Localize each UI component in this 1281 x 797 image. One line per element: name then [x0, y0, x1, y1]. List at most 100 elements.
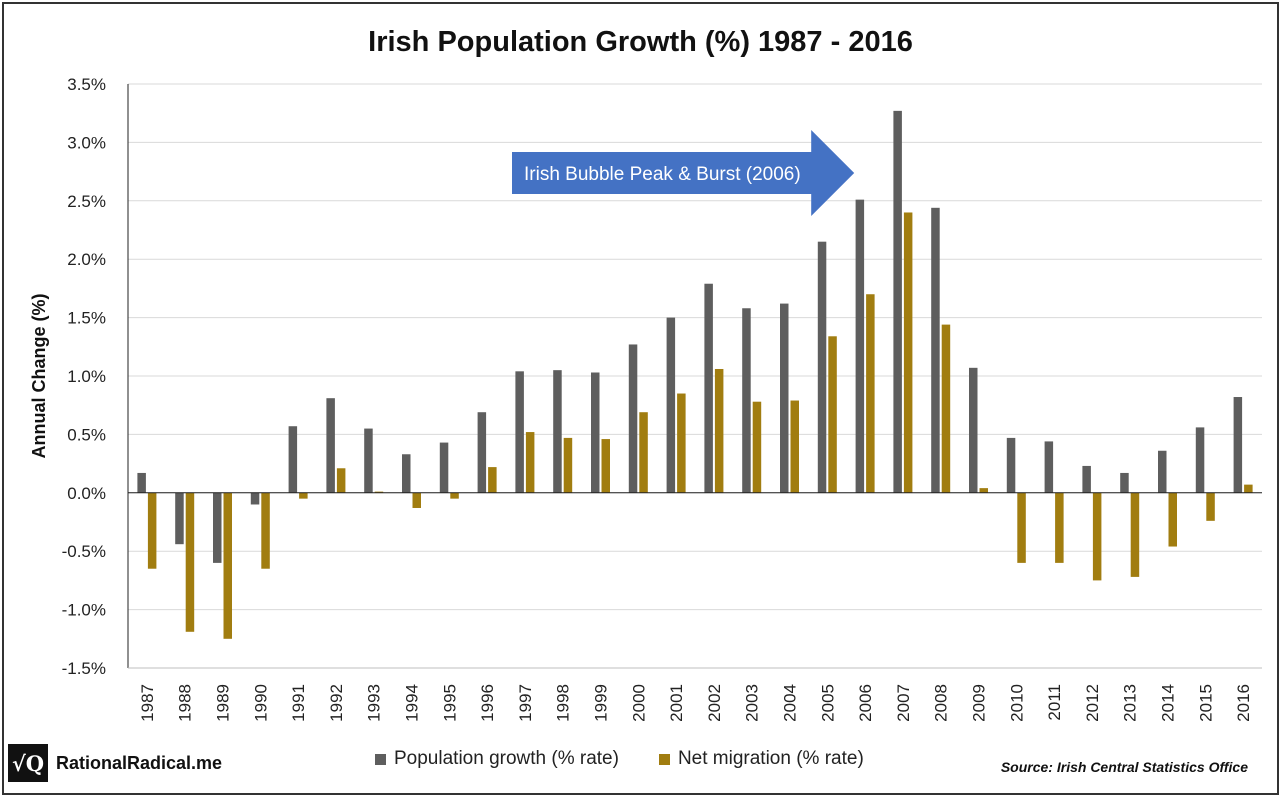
population-bar-1989 [213, 492, 222, 563]
x-tick-label: 1996 [478, 684, 497, 722]
annotations: Irish Bubble Peak & Burst (2006) [512, 130, 855, 216]
y-tick-label: 2.0% [67, 250, 106, 269]
y-tick-label: 2.5% [67, 192, 106, 211]
brand-name: RationalRadical.me [56, 752, 223, 773]
population-bar-2015 [1195, 427, 1205, 493]
x-axis-ticks: 1987 1988 1989 1990 1991 1992 1993 1994 1995 1996… [138, 684, 1253, 722]
population-bar-1991 [288, 426, 298, 493]
bars [137, 110, 1253, 639]
x-tick-label: 2008 [932, 684, 951, 722]
migration-bar-2010 [1017, 492, 1026, 563]
population-bar-1993 [364, 428, 373, 493]
x-tick-label: 2000 [629, 684, 648, 722]
y-tick-label: 0.0% [67, 484, 106, 503]
migration-bar-1995 [450, 492, 459, 499]
x-tick-label: 2010 [1007, 684, 1026, 722]
migration-bar-2002 [714, 368, 724, 493]
population-bar-1994 [402, 454, 411, 493]
migration-bar-1991 [299, 492, 308, 499]
x-tick-label: 1989 [214, 684, 233, 722]
x-tick-label: 1998 [554, 684, 573, 722]
migration-bar-2014 [1168, 492, 1177, 547]
annotation-arrow [512, 130, 855, 216]
legend-swatch-population [375, 753, 386, 765]
x-tick-label: 2003 [743, 684, 762, 722]
population-bar-2008 [931, 207, 940, 493]
migration-bar-2004 [790, 400, 799, 493]
legend-label-population: Population growth (% rate) [394, 748, 619, 769]
migration-bar-2006 [866, 294, 875, 493]
migration-bar-2003 [752, 401, 762, 493]
x-tick-label: 2014 [1159, 684, 1178, 722]
migration-bar-1990 [261, 492, 270, 569]
x-tick-label: 1995 [440, 684, 459, 722]
migration-bar-1992 [336, 468, 346, 493]
population-bar-2013 [1120, 472, 1129, 493]
migration-bar-2005 [828, 336, 837, 493]
population-bar-2016 [1233, 397, 1243, 493]
x-tick-label: 2007 [894, 684, 913, 722]
axes [127, 84, 1262, 669]
y-tick-label: 3.5% [67, 75, 106, 94]
population-bar-1987 [137, 472, 146, 493]
migration-bar-2016 [1244, 484, 1253, 493]
population-bar-1997 [515, 371, 524, 493]
x-tick-label: 2006 [856, 684, 875, 722]
population-bar-2009 [969, 367, 978, 493]
population-bar-2012 [1082, 465, 1091, 493]
x-tick-label: 1997 [516, 684, 535, 722]
x-tick-label: 1987 [138, 684, 157, 722]
x-tick-label: 2012 [1083, 684, 1102, 722]
legend: Population growth (% rate) Net migration… [375, 748, 864, 770]
y-tick-label: 1.5% [67, 309, 106, 328]
x-tick-label: 2016 [1234, 684, 1253, 722]
y-axis-ticks: -1.5% -1.0% -0.5% 0.0% 0.5% 1.0% 1.5% 2.0% 2.5% 3… [62, 75, 106, 678]
x-tick-label: 1988 [176, 684, 195, 722]
population-bar-2000 [628, 344, 638, 493]
population-bar-2003 [742, 308, 751, 493]
migration-bar-2013 [1130, 492, 1140, 577]
population-bar-1998 [553, 370, 562, 493]
migration-bar-2011 [1055, 492, 1064, 563]
migration-bar-1994 [412, 492, 421, 508]
y-tick-label: -1.0% [62, 601, 106, 620]
migration-bar-1998 [563, 437, 573, 493]
migration-bar-1987 [147, 492, 157, 569]
migration-bar-2009 [979, 488, 988, 493]
population-bar-1990 [250, 492, 260, 505]
x-tick-label: 1994 [403, 684, 422, 722]
migration-bar-2000 [639, 412, 648, 493]
x-tick-label: 1991 [289, 684, 308, 722]
x-tick-label: 1999 [592, 684, 611, 722]
population-bar-1996 [477, 412, 487, 493]
source-note: Source: Irish Central Statistics Office [1000, 759, 1248, 775]
brand-logo: √Q [8, 744, 48, 782]
migration-bar-1988 [185, 492, 195, 632]
population-bar-1995 [439, 442, 449, 493]
y-tick-label: -0.5% [62, 542, 106, 561]
population-bar-2004 [780, 303, 789, 493]
population-bar-2014 [1158, 450, 1167, 493]
population-bar-1988 [175, 492, 184, 545]
legend-label-migration: Net migration (% rate) [677, 748, 864, 769]
population-bar-2010 [1006, 437, 1016, 493]
population-bar-2006 [855, 199, 865, 493]
x-tick-label: 1993 [365, 684, 384, 722]
y-tick-label: 1.0% [67, 367, 106, 386]
x-tick-label: 1990 [251, 684, 270, 722]
migration-bar-1997 [525, 432, 535, 493]
legend-swatch-migration [658, 753, 670, 765]
x-tick-label: 2002 [705, 684, 724, 722]
x-tick-label: 2009 [970, 684, 989, 722]
migration-bar-1989 [223, 492, 232, 639]
legend-item-population: Population growth (% rate) [375, 748, 619, 770]
migration-bar-2012 [1092, 492, 1102, 581]
x-tick-label: 2001 [667, 684, 686, 722]
population-bar-2001 [666, 317, 676, 493]
migration-bar-1996 [488, 467, 497, 493]
population-bar-2002 [704, 283, 713, 493]
y-tick-label: -1.5% [62, 659, 106, 678]
migration-bar-2001 [677, 393, 686, 493]
population-bar-2005 [817, 241, 827, 493]
